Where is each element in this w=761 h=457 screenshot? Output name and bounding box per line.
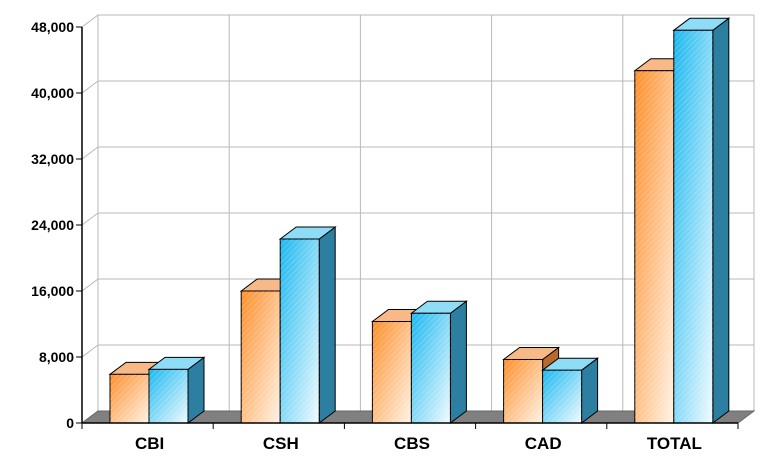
y-tick-label: 24,000	[31, 217, 74, 233]
bar	[541, 357, 600, 424]
grid-layer	[81, 14, 755, 424]
bar-texture	[542, 370, 582, 423]
gridline-side	[81, 278, 99, 292]
x-category-label: TOTAL	[647, 434, 702, 453]
x-category-label: CBS	[394, 434, 430, 453]
gridline-side	[81, 146, 99, 160]
y-tick-label: 40,000	[31, 85, 74, 101]
bar	[502, 346, 561, 424]
y-tick-label: 0	[66, 415, 74, 431]
bar-texture	[280, 239, 320, 423]
bars-layer	[108, 17, 731, 424]
bar-texture	[503, 359, 543, 423]
x-category-label: CAD	[525, 434, 562, 453]
gridline-side	[81, 212, 99, 226]
bar-texture	[411, 313, 451, 423]
bar-texture	[149, 369, 188, 423]
bar-texture	[634, 70, 674, 423]
bar-texture	[372, 321, 412, 423]
y-tick-label: 48,000	[31, 19, 74, 35]
bar-side-face	[318, 226, 336, 424]
gridline-side	[81, 14, 99, 28]
bar	[672, 17, 731, 424]
y-tick-label: 16,000	[31, 283, 74, 299]
x-category-label: CSH	[263, 434, 299, 453]
y-tick-label: 32,000	[31, 151, 74, 167]
y-tick-label: 8,000	[39, 349, 74, 365]
bar-texture	[673, 30, 713, 424]
bar	[147, 356, 206, 424]
bar-side-face	[712, 17, 730, 424]
x-category-label: CBI	[135, 434, 164, 453]
gridline-side	[81, 344, 99, 358]
bar-texture	[110, 374, 149, 423]
bar	[278, 226, 337, 424]
axis-layer: 0 8,000 16,000 24,000 32,000 40,000 48,000 CBI C…	[31, 19, 739, 453]
bar-side-face	[449, 300, 467, 424]
bar	[409, 300, 468, 424]
gridline-side	[81, 80, 99, 94]
bar-texture	[241, 291, 281, 423]
